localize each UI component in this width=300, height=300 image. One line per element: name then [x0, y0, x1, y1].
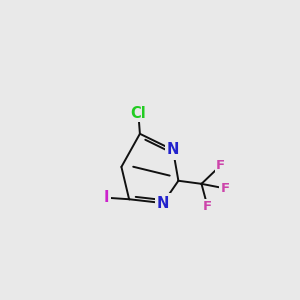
Text: F: F — [203, 200, 212, 213]
Text: F: F — [221, 182, 230, 195]
Text: Cl: Cl — [130, 106, 146, 121]
Text: F: F — [216, 159, 225, 172]
Text: N: N — [157, 196, 169, 211]
Text: N: N — [167, 142, 179, 158]
Text: I: I — [103, 190, 109, 205]
